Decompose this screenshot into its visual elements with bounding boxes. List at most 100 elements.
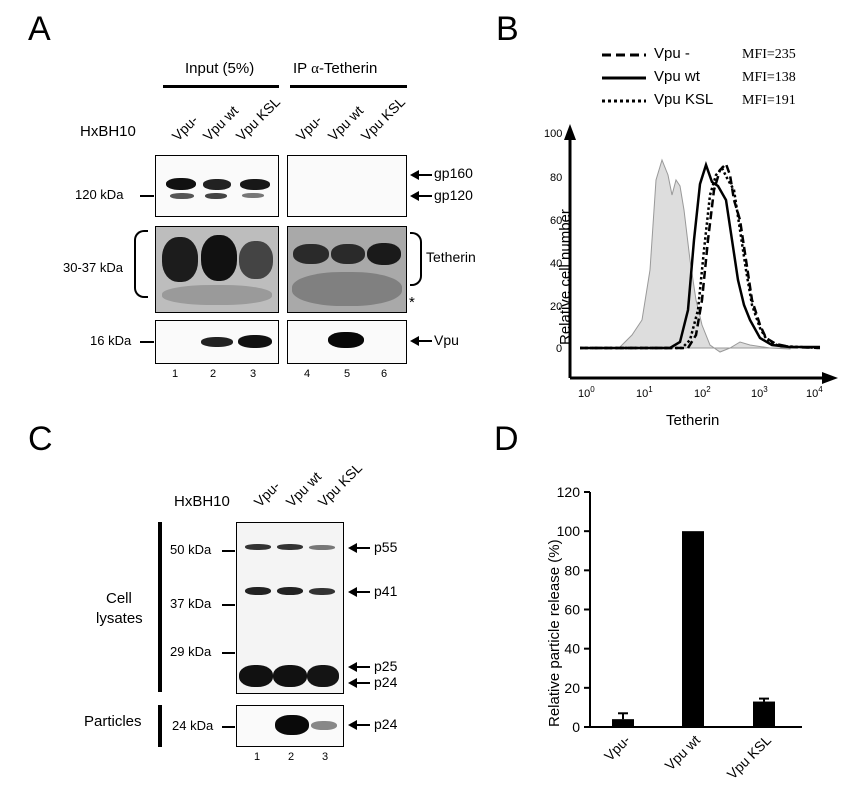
band-p55-lane2: [277, 544, 303, 550]
lane-label-c1: Vpu-: [250, 477, 283, 510]
y-tick-label-60: 60: [564, 602, 580, 618]
arrow-p24-particles: [348, 720, 357, 730]
input-header: Input (5%): [185, 60, 255, 77]
arrow-p25-shaft: [356, 666, 370, 668]
lane-label-a5: Vpu wt: [324, 102, 367, 144]
mw-30-37: 30-37 kDa: [63, 260, 123, 275]
x-label-2: Vpu KSL: [724, 732, 775, 783]
hist-vpu-wt-curve: [580, 161, 820, 350]
y-tick-0: 0: [556, 343, 562, 355]
mw-29-tick: [222, 652, 235, 654]
band-tetherin-ip-lane4: [293, 244, 329, 264]
lane-label-a4: Vpu-: [292, 111, 325, 144]
mw-29: 29 kDa: [170, 644, 212, 659]
label-p24-particles: p24: [374, 716, 398, 732]
histogram: 100 80 60 40 20 0 100 101 102 103 104: [544, 124, 838, 400]
arrow-p55-shaft: [356, 547, 370, 549]
input-header-line: [163, 85, 279, 88]
ip-header: IP α-Tetherin: [293, 60, 377, 78]
band-gp160-lane3: [240, 179, 270, 190]
panel-c-label: C: [28, 420, 53, 458]
hist-vpu-minus-curve: [580, 161, 821, 350]
y-tick-label-120: 120: [557, 484, 581, 500]
x-label-0: Vpu-: [601, 732, 633, 764]
hist-ylabel: Relative cell number: [557, 209, 574, 345]
band-gp160-lane1: [166, 178, 196, 190]
band-p41-lane2: [277, 587, 303, 595]
particles-bracket: [158, 705, 162, 747]
mw-24-tick: [222, 726, 235, 728]
lane-number-5: 5: [344, 368, 351, 380]
lane-label-a1: Vpu-: [168, 111, 201, 144]
lane-label-c3: Vpu KSL: [314, 459, 366, 510]
bar-1: [682, 531, 704, 727]
y-tick-label-20: 20: [564, 680, 580, 696]
arrow-p25: [348, 662, 357, 672]
arrow-p24: [348, 678, 357, 688]
label-gp120: gp120: [434, 187, 473, 203]
band-tetherin-ip-lane6: [367, 243, 401, 265]
band-tetherin-lane2: [201, 235, 237, 281]
smear-lower-ip: [292, 272, 402, 306]
label-p55: p55: [374, 539, 398, 555]
x-tick-1e0: 100: [578, 385, 595, 400]
bars: [612, 531, 775, 727]
band-tetherin-lane3: [239, 241, 273, 279]
y-tick-label-40: 40: [564, 641, 580, 657]
bar-chart: 0 20 40 60 80 100 120 Vpu- Vpu wt Vpu KSL: [557, 484, 802, 783]
lane-number-1: 1: [172, 368, 179, 380]
arrow-p24-shaft: [356, 682, 370, 684]
band-vpu-lane2: [201, 337, 233, 347]
legend-name-2: Vpu wt: [654, 68, 700, 85]
blot-vpu-input: [155, 320, 279, 364]
mw-24: 24 kDa: [172, 718, 214, 733]
blot-gp-ip: [287, 155, 407, 217]
mw-120: 120 kDa: [75, 187, 124, 202]
band-p55-lane1: [245, 544, 271, 550]
x-tick-1e2: 102: [694, 385, 711, 400]
x-tick-1e3: 103: [751, 385, 768, 400]
band-vpu-ip-lane5: [328, 332, 364, 348]
arrow-gp120-shaft: [418, 195, 432, 197]
label-tetherin: Tetherin: [426, 249, 476, 265]
lane-number-6: 6: [381, 368, 388, 380]
band-p41-lane3: [309, 588, 335, 595]
band-gp120-lane3: [242, 193, 264, 198]
lane-number-3: 3: [250, 368, 257, 380]
legend-mfi-3: MFI=191: [742, 93, 796, 108]
band-p24-particles-lane3: [311, 721, 337, 730]
ip-header-suffix: -Tetherin: [318, 60, 378, 77]
y-tick-label-0: 0: [572, 719, 580, 735]
band-tetherin-ip-lane5: [331, 244, 365, 264]
cell-lysates-bracket: [158, 522, 162, 692]
blot-particles: [236, 705, 344, 747]
group-particles: Particles: [84, 713, 142, 730]
band-p55-lane3: [309, 545, 335, 550]
y-tick-20: 20: [550, 301, 562, 313]
lane-label-a3: Vpu KSL: [232, 93, 284, 144]
arrow-gp160-shaft: [418, 174, 432, 176]
mw-50-tick: [222, 550, 235, 552]
y-tick-40: 40: [550, 258, 562, 270]
legend-mfi-1: MFI=235: [742, 47, 796, 62]
legend-name-1: Vpu -: [654, 45, 690, 62]
y-tick-100: 100: [544, 128, 562, 140]
alpha-symbol: α: [311, 61, 319, 77]
lane-number-2: 2: [210, 368, 217, 380]
label-p24: p24: [374, 674, 398, 690]
group-cell-line2: lysates: [96, 610, 143, 627]
blot-vpu-ip: [287, 320, 407, 364]
blot-tetherin-ip: [287, 226, 407, 313]
chart-ylabel: Relative particle release (%): [546, 539, 563, 727]
band-p41-lane1: [245, 587, 271, 595]
band-p24-lane3: [307, 665, 339, 687]
blot-tetherin-input: [155, 226, 279, 313]
x-tick-1e4: 104: [806, 385, 823, 400]
x-labels: Vpu- Vpu wt Vpu KSL: [601, 732, 774, 783]
band-gp120-lane2: [205, 193, 227, 199]
arrow-p24-particles-shaft: [356, 724, 370, 726]
panel-b-label: B: [496, 10, 519, 48]
smear-lower-input: [162, 285, 272, 305]
group-cell-line1: Cell: [106, 590, 132, 607]
band-vpu-lane3: [238, 335, 272, 348]
